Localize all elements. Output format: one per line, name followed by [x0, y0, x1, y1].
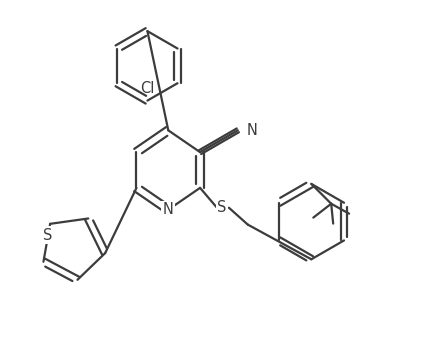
Text: N: N [247, 123, 258, 138]
Text: S: S [217, 200, 226, 215]
Text: S: S [43, 228, 53, 243]
Text: Cl: Cl [140, 81, 155, 96]
Text: N: N [163, 202, 174, 217]
